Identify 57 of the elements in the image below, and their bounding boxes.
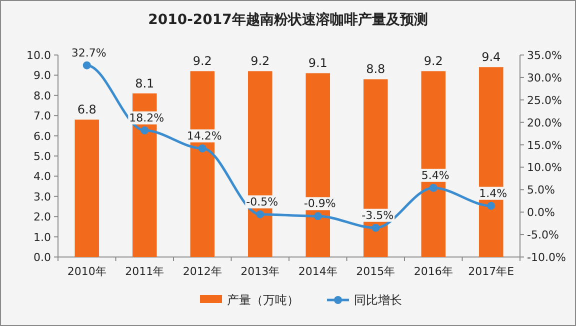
data-label: 9.2 bbox=[192, 54, 212, 68]
y2-tick-label: 35.0% bbox=[527, 49, 562, 62]
y2-tick-label: 10.0% bbox=[527, 161, 562, 174]
y-tick-label: 3.0 bbox=[34, 190, 51, 204]
x-tick-label: 2011年 bbox=[125, 265, 164, 278]
y-tick-label: 2.0 bbox=[34, 210, 51, 224]
x-tick-label: 2013年 bbox=[240, 265, 280, 278]
data-label: 14.2% bbox=[186, 129, 222, 142]
y-tick-label: 10.0 bbox=[26, 49, 51, 62]
point bbox=[140, 126, 149, 134]
y2-tick-label: -10.0% bbox=[527, 251, 566, 264]
data-label: 9.2 bbox=[424, 54, 443, 68]
point bbox=[82, 61, 91, 70]
data-label: 9.2 bbox=[250, 54, 270, 68]
y-tick-label: 0.0 bbox=[34, 251, 51, 264]
y-tick-label: 5.0 bbox=[34, 150, 51, 163]
point bbox=[256, 210, 264, 218]
data-label: -3.5% bbox=[362, 208, 394, 222]
data-label: 8.8 bbox=[366, 62, 386, 76]
data-label: 5.4% bbox=[421, 168, 450, 182]
x-tick-label: 2017年E bbox=[468, 265, 514, 278]
title: 2010-2017年越南粉状速溶咖啡产量及预测 bbox=[148, 12, 428, 28]
y-tick-label: 8.0 bbox=[34, 89, 51, 102]
data-label: 18.2% bbox=[129, 111, 164, 124]
point bbox=[487, 202, 496, 210]
y-tick-label: 4.0 bbox=[34, 170, 51, 184]
data-label: -0.9% bbox=[304, 197, 336, 210]
y2-tick-label: -5.0% bbox=[527, 228, 559, 242]
y-tick-label: 6.0 bbox=[34, 130, 51, 143]
x-tick-label: 2016年 bbox=[414, 265, 453, 278]
y2-tick-label: 5.0% bbox=[527, 184, 555, 197]
x-tick-label: 2014年 bbox=[298, 265, 338, 278]
y-tick-label: 9.0 bbox=[34, 69, 51, 82]
legend-label: 产量（万吨） bbox=[227, 293, 299, 307]
data-label: 9.1 bbox=[308, 56, 328, 70]
data-label: -0.5% bbox=[246, 195, 278, 208]
point bbox=[314, 212, 322, 220]
data-label: 9.4 bbox=[482, 50, 501, 64]
y2-tick-label: 20.0% bbox=[527, 116, 562, 130]
point bbox=[198, 144, 206, 152]
point bbox=[429, 184, 438, 192]
data-label: 1.4% bbox=[479, 186, 508, 200]
y2-tick-label: 0.0% bbox=[527, 206, 555, 220]
y-tick-label: 7.0 bbox=[34, 110, 51, 123]
data-label: 32.7% bbox=[71, 46, 106, 60]
x-tick-label: 2012年 bbox=[182, 265, 222, 278]
legend-label: 同比增长 bbox=[354, 293, 402, 307]
point bbox=[372, 224, 380, 232]
bar bbox=[74, 120, 100, 257]
data-label: 8.1 bbox=[135, 76, 154, 90]
data-label: 6.8 bbox=[77, 102, 96, 117]
y2-tick-label: 25.0% bbox=[527, 94, 562, 107]
x-tick-label: 2010年 bbox=[67, 265, 106, 278]
y2-tick-label: 15.0% bbox=[527, 138, 562, 152]
y2-tick-label: 30.0% bbox=[527, 71, 562, 84]
x-tick-label: 2015年 bbox=[356, 265, 396, 278]
y-tick-label: 1.0 bbox=[34, 230, 51, 244]
